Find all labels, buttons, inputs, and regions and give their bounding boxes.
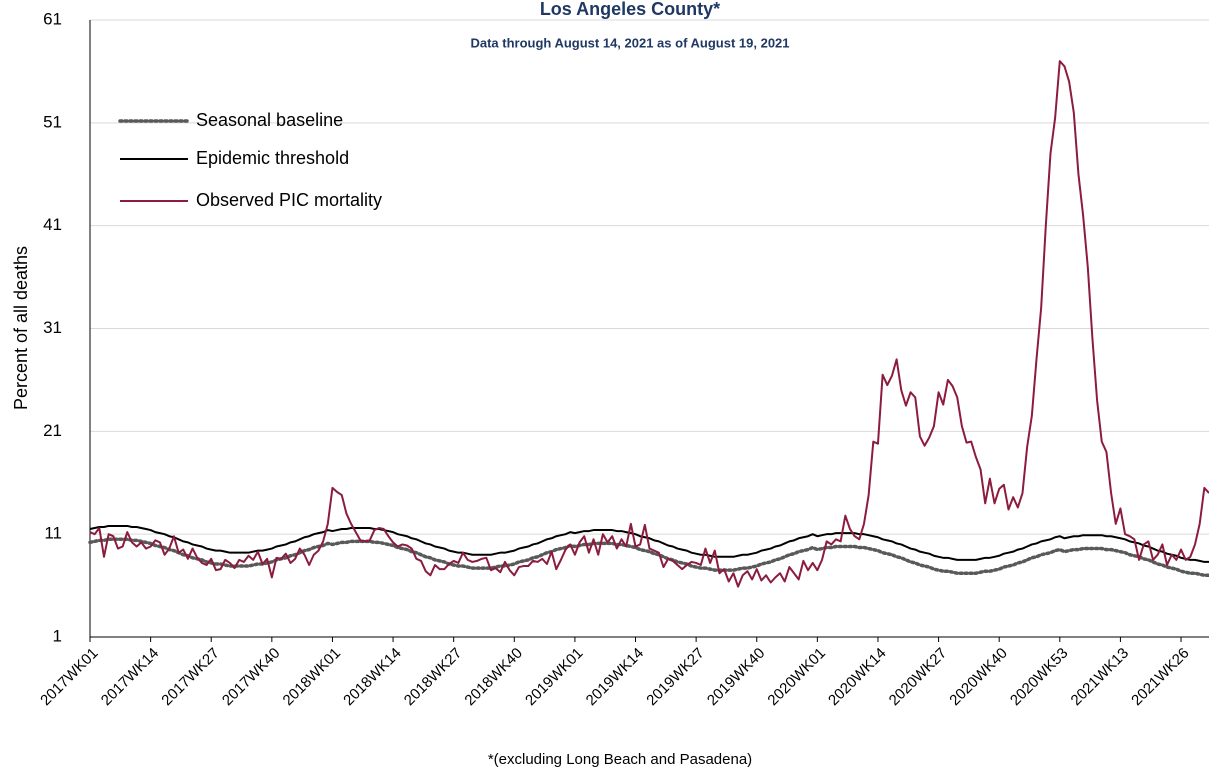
y-axis-label: Percent of all deaths [11,246,31,410]
y-tick-label: 21 [43,421,62,440]
x-tick-label: 2020WK01 [764,645,829,710]
x-tick-label: 2017WK40 [219,645,284,710]
y-tick-label: 11 [44,524,62,543]
series-line [89,60,1209,588]
x-tick-label: 2020WK27 [886,645,951,710]
legend-label: Epidemic threshold [196,148,349,168]
x-tick-label: 2020WK14 [825,645,890,710]
x-tick-label: 2017WK14 [98,645,163,710]
x-tick-label: 2021WK13 [1068,645,1133,710]
chart-subtitle: Data through August 14, 2021 as of Augus… [470,35,789,50]
x-tick-label: 2020WK53 [1007,645,1072,710]
y-tick-label: 1 [53,626,62,645]
legend-label: Seasonal baseline [196,110,343,130]
y-tick-label: 31 [43,318,62,337]
x-tick-label: 2019WK01 [522,645,587,710]
x-tick-label: 2018WK40 [461,645,526,710]
y-tick-label: 41 [43,215,62,234]
x-tick-label: 2019WK14 [583,645,648,710]
x-tick-label: 2019WK40 [704,645,769,710]
x-tick-label: 2021WK26 [1128,645,1193,710]
x-tick-label: 2019WK27 [643,645,708,710]
chart-title: Los Angeles County* [540,0,720,19]
x-tick-label: 2018WK01 [280,645,345,710]
x-tick-label: 2018WK14 [340,645,405,710]
x-tick-label: 2017WK01 [37,645,102,710]
legend-label: Observed PIC mortality [196,190,382,210]
y-tick-label: 51 [43,112,62,131]
series-line [89,524,1209,563]
footnote: *(excluding Long Beach and Pasadena) [488,751,752,768]
y-tick-label: 61 [43,9,62,28]
x-tick-label: 2017WK27 [158,645,223,710]
grid [90,19,1209,638]
x-tick-label: 2020WK40 [946,645,1011,710]
x-tick-label: 2018WK27 [401,645,466,710]
